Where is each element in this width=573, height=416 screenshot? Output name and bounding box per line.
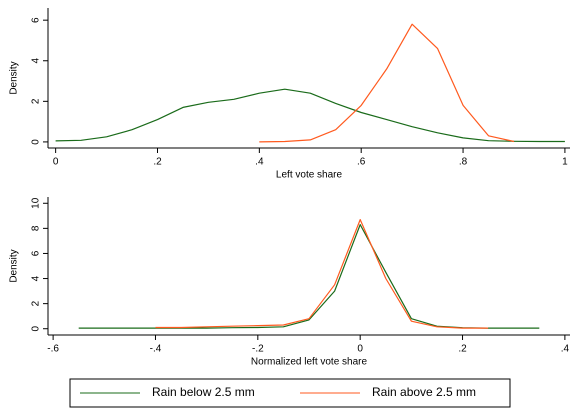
y-tick-label: 0	[31, 326, 42, 332]
x-tick-label: -.2	[252, 344, 264, 355]
x-tick-label: .8	[459, 157, 468, 168]
density-line	[155, 219, 489, 329]
legend-label: Rain above 2.5 mm	[372, 385, 476, 399]
y-tick-label: 0	[31, 139, 42, 145]
x-tick-label: -.4	[150, 344, 162, 355]
y-axis-label: Density	[9, 61, 20, 94]
y-tick-label: 6	[31, 250, 42, 256]
y-axis-label: Density	[9, 249, 20, 282]
x-tick-label: .2	[153, 157, 162, 168]
x-axis-label: Normalized left vote share	[251, 357, 368, 368]
legend-label: Rain below 2.5 mm	[152, 385, 255, 399]
x-tick-label: .4	[255, 157, 264, 168]
y-tick-label: 10	[31, 197, 42, 209]
x-tick-label: .4	[561, 344, 570, 355]
y-tick-label: 2	[31, 300, 42, 306]
density-line	[78, 224, 540, 329]
y-tick-label: 2	[31, 98, 42, 104]
x-tick-label: -.6	[47, 344, 59, 355]
legend-box	[69, 378, 511, 408]
x-tick-label: 1	[562, 157, 568, 168]
x-axis-label: Left vote share	[276, 170, 343, 181]
y-tick-label: 4	[31, 275, 42, 281]
y-tick-label: 4	[31, 58, 42, 64]
y-tick-label: 8	[31, 225, 42, 231]
y-tick-label: 6	[31, 17, 42, 23]
x-tick-label: .6	[357, 157, 366, 168]
x-tick-label: .2	[458, 344, 467, 355]
x-tick-label: 0	[357, 344, 363, 355]
density-line	[259, 23, 515, 143]
x-tick-label: 0	[53, 157, 59, 168]
density-line	[55, 88, 565, 143]
